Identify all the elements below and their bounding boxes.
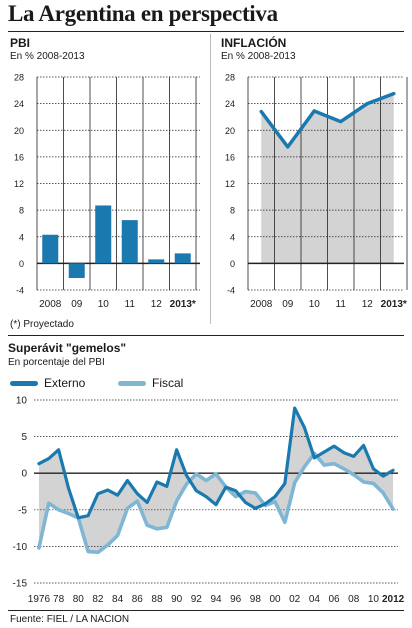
xtick-1-4: 12 — [362, 299, 374, 310]
xtick-1-5: 2013* — [381, 299, 407, 310]
ytick-0-1: 24 — [14, 99, 24, 109]
sv-xtick-0: 1976 — [28, 594, 51, 605]
superavit-title: Superávit "gemelos" — [8, 341, 127, 355]
sv-xtick-9: 94 — [210, 594, 222, 605]
inflation-title: INFLACIÓN — [221, 36, 287, 50]
xtick-0-1: 09 — [71, 299, 83, 310]
ytick-0-8: -4 — [16, 286, 24, 296]
sv-ytick-4: -10 — [13, 542, 28, 553]
legend-externo-swatch — [10, 380, 38, 386]
sv-ytick-2: 0 — [21, 469, 27, 480]
sv-ytick-1: 5 — [21, 432, 27, 443]
ytick-1-8: -4 — [227, 286, 235, 296]
ytick-1-7: 0 — [230, 259, 235, 269]
ytick-0-6: 4 — [19, 232, 24, 242]
panel-divider — [210, 34, 211, 324]
sv-ytick-5: -15 — [13, 579, 28, 590]
source-rule — [8, 610, 404, 611]
pbi-bar-3 — [121, 220, 138, 264]
ytick-0-4: 12 — [14, 179, 24, 189]
sv-ytick-3: -5 — [18, 505, 27, 516]
legend-externo: Externo — [10, 376, 85, 390]
ytick-1-3: 16 — [225, 152, 235, 162]
ytick-1-0: 28 — [225, 73, 235, 83]
xtick-0-2: 10 — [98, 299, 110, 310]
sv-xtick-6: 88 — [151, 594, 163, 605]
sv-xtick-1: 78 — [53, 594, 65, 605]
sv-xtick-17: 10 — [368, 594, 380, 605]
series-line-externo — [37, 406, 395, 520]
xtick-1-3: 11 — [336, 299, 347, 310]
ytick-0-3: 16 — [14, 152, 24, 162]
sv-xtick-16: 08 — [348, 594, 360, 605]
ytick-0-7: 0 — [19, 259, 24, 269]
pbi-bar-4 — [148, 259, 165, 264]
section-rule — [8, 335, 404, 336]
sv-xtick-2: 80 — [73, 594, 85, 605]
sv-ytick-0: 10 — [16, 396, 28, 407]
sv-xtick-5: 86 — [132, 594, 144, 605]
xtick-1-0: 2008 — [250, 299, 273, 310]
title-rule — [8, 31, 404, 32]
sv-xtick-8: 92 — [191, 594, 203, 605]
sv-xtick-4: 84 — [112, 594, 124, 605]
legend-fiscal: Fiscal — [118, 376, 183, 390]
sv-xtick-3: 82 — [92, 594, 104, 605]
superavit-subtitle: En porcentaje del PBI — [8, 357, 105, 368]
sv-xtick-18: 2012 — [382, 594, 405, 605]
ytick-0-2: 20 — [14, 126, 24, 136]
xtick-1-2: 10 — [309, 299, 321, 310]
pbi-title: PBI — [10, 36, 31, 50]
legend-fiscal-swatch — [118, 380, 146, 386]
xtick-0-4: 12 — [151, 299, 163, 310]
page-title: La Argentina en perspectiva — [8, 1, 278, 26]
sv-xtick-13: 02 — [289, 594, 301, 605]
legend-externo-label: Externo — [44, 376, 86, 390]
inflation-subtitle: En % 2008-2013 — [221, 51, 296, 62]
pbi-subtitle: En % 2008-2013 — [10, 51, 85, 62]
ytick-0-5: 8 — [19, 206, 24, 216]
pbi-bar-5 — [174, 253, 191, 264]
ytick-1-1: 24 — [225, 99, 235, 109]
sv-xtick-11: 98 — [250, 594, 262, 605]
ytick-0-0: 28 — [14, 73, 24, 83]
pbi-bar-1 — [68, 263, 85, 279]
xtick-1-1: 09 — [282, 299, 294, 310]
legend-fiscal-label: Fiscal — [152, 376, 184, 390]
sv-xtick-10: 96 — [230, 594, 242, 605]
pbi-bar-0 — [42, 234, 59, 264]
pbi-bar-2 — [95, 205, 112, 264]
ytick-1-5: 8 — [230, 206, 235, 216]
ytick-1-4: 12 — [225, 179, 235, 189]
source-text: Fuente: FIEL / LA NACION — [10, 614, 130, 625]
projection-note: (*) Proyectado — [10, 319, 74, 330]
series-line-fiscal — [37, 451, 395, 555]
gap-area — [38, 408, 394, 553]
sv-xtick-15: 06 — [328, 594, 340, 605]
xtick-0-5: 2013* — [170, 299, 196, 310]
inflation-line — [259, 91, 396, 149]
sv-xtick-14: 04 — [309, 594, 321, 605]
xtick-0-0: 2008 — [39, 299, 62, 310]
xtick-0-3: 11 — [125, 299, 136, 310]
sv-xtick-12: 00 — [269, 594, 281, 605]
ytick-1-6: 4 — [230, 232, 235, 242]
ytick-1-2: 20 — [225, 126, 235, 136]
sv-xtick-7: 90 — [171, 594, 183, 605]
